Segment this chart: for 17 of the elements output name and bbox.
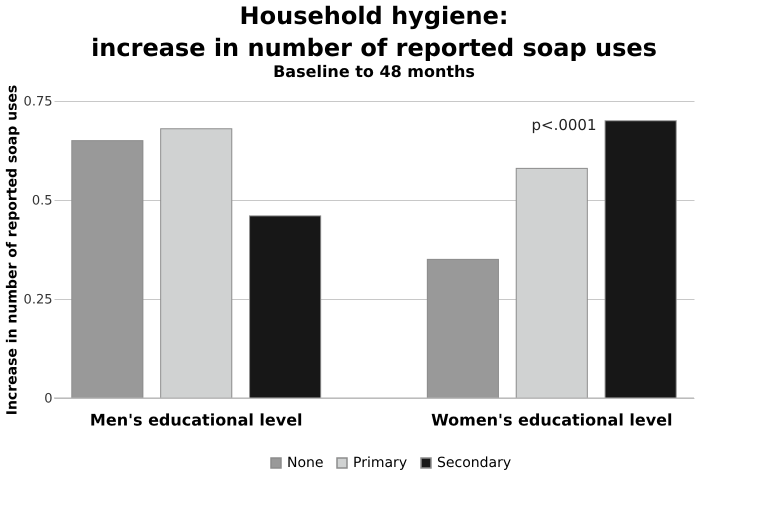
bar	[604, 120, 677, 398]
y-tick-label: 0.75	[24, 94, 52, 110]
bar	[426, 258, 499, 398]
bar	[71, 140, 144, 398]
legend-label: Primary	[353, 455, 408, 471]
chart-title: Household hygiene: increase in number of reported soap uses	[91, 2, 657, 62]
x-tick-label: Men's educational level	[90, 410, 303, 430]
bar	[249, 215, 322, 398]
legend-label: Secondary	[437, 455, 512, 471]
y-tick-label: 0.25	[24, 292, 52, 308]
y-tick-label: 0.5	[32, 194, 52, 208]
y-tick-label: 0	[44, 392, 52, 406]
y-axis-title: Increase in number of reported soap uses	[4, 84, 21, 416]
legend-label: None	[287, 455, 324, 471]
chart-subtitle: Baseline to 48 months	[273, 62, 475, 82]
x-tick-label: Women's educational level	[431, 410, 672, 430]
annotation: p<.0001	[531, 116, 597, 134]
